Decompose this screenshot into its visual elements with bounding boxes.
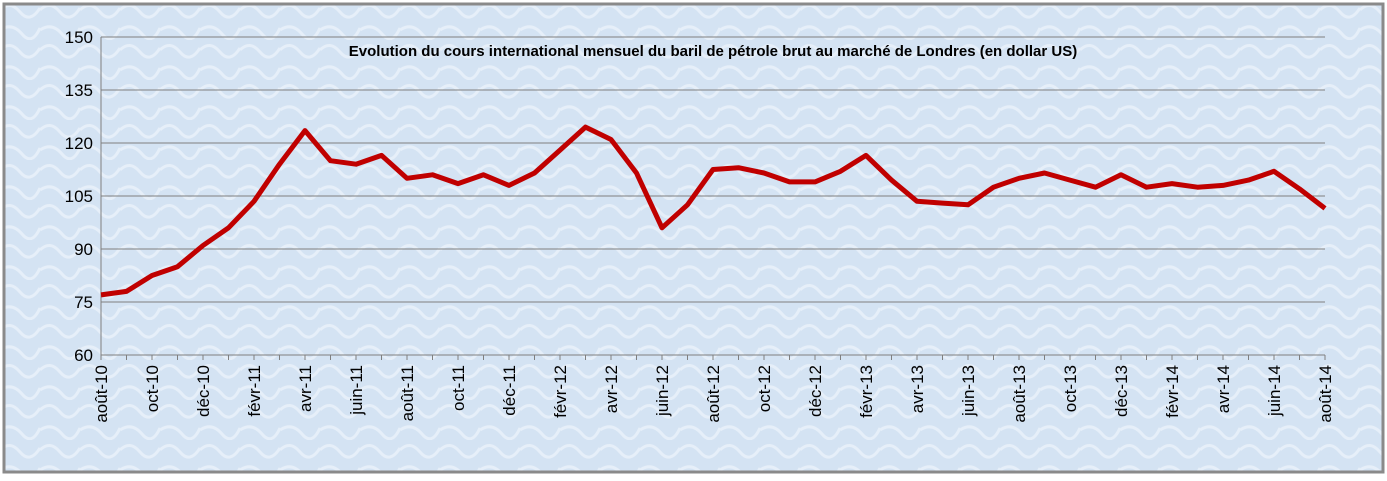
y-tick-label: 90 (74, 240, 93, 259)
x-tick-label: août-14 (1316, 365, 1335, 423)
x-tick-label: févr-13 (857, 365, 876, 418)
x-tick-label: oct-13 (1061, 365, 1080, 412)
y-tick-label: 105 (65, 187, 93, 206)
x-tick-label: juin-12 (653, 365, 672, 417)
y-tick-label: 75 (74, 293, 93, 312)
x-tick-label: août-12 (704, 365, 723, 423)
x-tick-label: juin-13 (959, 365, 978, 417)
x-tick-label: déc-10 (194, 365, 213, 417)
x-tick-label: févr-11 (245, 365, 264, 417)
y-tick-label: 120 (65, 134, 93, 153)
x-tick-label: déc-11 (500, 365, 519, 416)
x-tick-label: juin-11 (347, 365, 366, 416)
x-tick-label: déc-13 (1112, 365, 1131, 417)
x-tick-label: avr-14 (1214, 365, 1233, 413)
x-tick-label: avr-13 (908, 365, 927, 413)
chart-background (2, 2, 1385, 474)
x-tick-label: déc-12 (806, 365, 825, 417)
y-tick-label: 135 (65, 81, 93, 100)
x-tick-label: avr-11 (296, 365, 315, 412)
y-tick-label: 60 (74, 346, 93, 365)
x-tick-label: oct-12 (755, 365, 774, 412)
x-tick-label: oct-10 (143, 365, 162, 412)
x-tick-label: juin-14 (1265, 365, 1284, 417)
chart-title: Evolution du cours international mensuel… (349, 43, 1077, 60)
y-tick-label: 150 (65, 28, 93, 47)
x-tick-label: août-13 (1010, 365, 1029, 423)
x-tick-label: oct-11 (449, 365, 468, 411)
x-tick-label: août-10 (92, 365, 111, 423)
x-tick-label: févr-12 (551, 365, 570, 418)
x-tick-label: août-11 (398, 365, 417, 421)
x-tick-label: avr-12 (602, 365, 621, 413)
x-tick-label: févr-14 (1163, 365, 1182, 418)
line-series (100, 124, 1327, 298)
